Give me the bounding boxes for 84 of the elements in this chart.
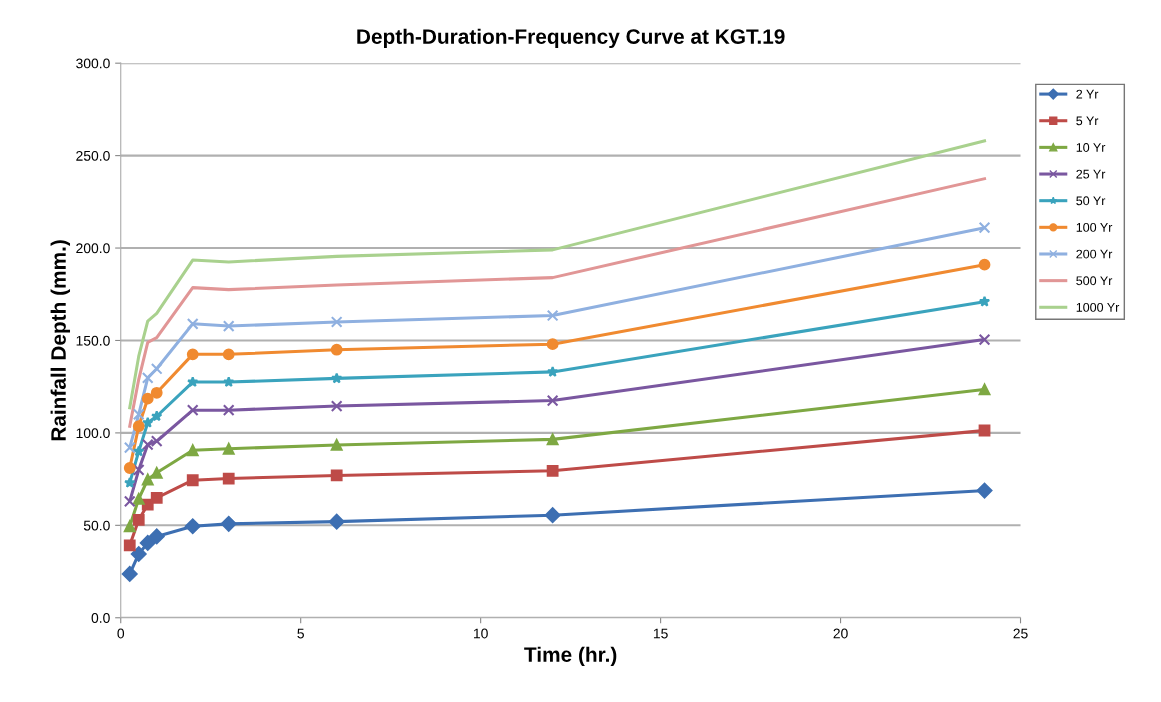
- point: [222, 320, 235, 332]
- legend-label: 5 Yr: [1076, 116, 1099, 126]
- y-tick-label: 0.0: [91, 613, 110, 623]
- x-tick-label: 15: [653, 628, 668, 639]
- point: [546, 394, 559, 407]
- point: [132, 408, 145, 421]
- legend-label: 25 Yr: [1076, 169, 1106, 179]
- point: [331, 372, 343, 384]
- y-tick-label: 200.0: [76, 243, 110, 254]
- point: [123, 441, 136, 454]
- point: [328, 513, 345, 530]
- point: [220, 515, 237, 532]
- point: [546, 338, 559, 351]
- y-tick-label: 250.0: [76, 150, 110, 161]
- point: [222, 472, 235, 485]
- point: [978, 424, 991, 437]
- point: [130, 546, 147, 562]
- point: [141, 371, 154, 384]
- legend-label: 200 Yr: [1076, 249, 1113, 259]
- x-tick-label: 5: [297, 628, 304, 639]
- point: [546, 464, 559, 477]
- point: [546, 433, 559, 446]
- y-tick-label: 100.0: [76, 428, 110, 439]
- point: [151, 410, 163, 422]
- point: [132, 492, 145, 505]
- point: [132, 420, 145, 433]
- point: [330, 469, 343, 482]
- point: [222, 404, 235, 417]
- legend-label: 50 Yr: [1076, 196, 1106, 206]
- point: [139, 534, 156, 551]
- line-series: [128, 177, 987, 428]
- point: [132, 513, 145, 526]
- point: [978, 333, 991, 346]
- point: [150, 466, 163, 479]
- point: [222, 442, 235, 455]
- legend-label: 2 Yr: [1076, 89, 1099, 99]
- point: [978, 295, 991, 307]
- point: [150, 492, 163, 504]
- point: [150, 386, 163, 399]
- x-axis-title: Time (hr.): [524, 646, 617, 667]
- legend-label: 10 Yr: [1076, 143, 1106, 152]
- point: [123, 462, 136, 474]
- point: [142, 416, 154, 428]
- point: [978, 383, 991, 396]
- point: [330, 343, 343, 356]
- point: [544, 507, 561, 524]
- y-tick-label: 300.0: [76, 58, 110, 69]
- point: [186, 348, 199, 361]
- point: [132, 463, 145, 476]
- point: [124, 476, 136, 488]
- y-tick-label: 150.0: [76, 335, 110, 346]
- point: [150, 362, 163, 375]
- point: [978, 258, 991, 271]
- legend-label: 1000 Yr: [1076, 302, 1120, 312]
- legend-label: 100 Yr: [1076, 222, 1113, 232]
- x-tick-label: 0: [117, 628, 125, 639]
- legend-label: 500 Yr: [1076, 276, 1113, 286]
- point: [978, 221, 991, 234]
- y-axis-title: Rainfall Depth (mm.): [50, 240, 71, 441]
- point: [148, 528, 165, 545]
- point: [186, 474, 199, 487]
- x-tick-label: 25: [1013, 628, 1028, 639]
- point: [123, 495, 136, 508]
- point: [186, 317, 199, 330]
- x-tick-label: 10: [473, 628, 488, 639]
- point: [186, 444, 199, 457]
- point: [141, 473, 154, 486]
- line-series: [128, 139, 987, 410]
- chart-title: Depth-Duration-Frequency Curve at KGT.19: [357, 28, 785, 49]
- point: [121, 566, 138, 582]
- point: [546, 309, 559, 322]
- point: [976, 482, 993, 499]
- point: [123, 539, 136, 552]
- point: [330, 316, 343, 328]
- x-tick-label: 20: [833, 628, 848, 639]
- point: [141, 392, 154, 405]
- point: [222, 348, 235, 361]
- point: [184, 518, 201, 535]
- y-tick-label: 50.0: [83, 520, 110, 531]
- point: [186, 404, 199, 417]
- point: [133, 445, 145, 457]
- point: [123, 520, 136, 533]
- point: [330, 400, 343, 412]
- point: [546, 365, 559, 377]
